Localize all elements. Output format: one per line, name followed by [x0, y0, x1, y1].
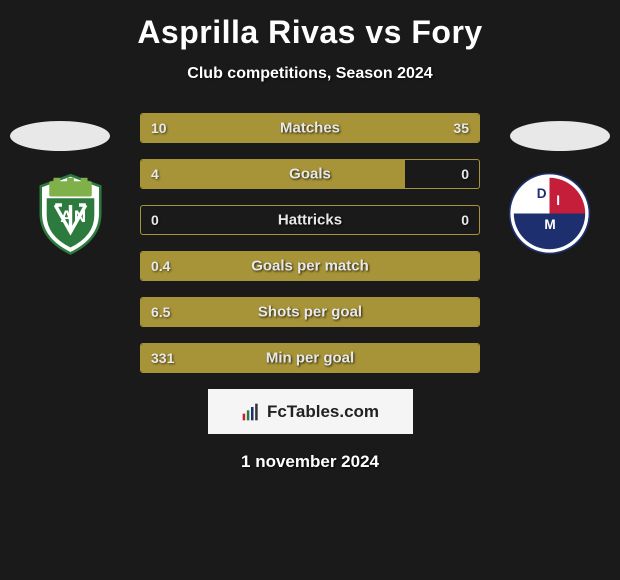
stats-bars-container: 10Matches354Goals00Hattricks00.4Goals pe… — [140, 113, 480, 373]
player-photo-left — [10, 121, 110, 151]
fctables-logo-icon — [241, 402, 261, 422]
player-photo-right — [510, 121, 610, 151]
stat-bar-row: 331Min per goal — [140, 343, 480, 373]
stat-bar-row: 10Matches35 — [140, 113, 480, 143]
independiente-medellin-crest-icon: D I M — [507, 171, 592, 256]
stat-value-right: 0 — [461, 166, 469, 182]
comparison-subtitle: Club competitions, Season 2024 — [0, 65, 620, 83]
main-comparison-area: A N D I M 10Matches354Goals00Hattricks00… — [0, 113, 620, 472]
stat-bar-row: 0.4Goals per match — [140, 251, 480, 281]
stat-label: Goals — [141, 166, 479, 183]
team-badge-left: A N — [28, 171, 113, 256]
svg-text:M: M — [544, 217, 555, 232]
stat-label: Matches — [141, 120, 479, 137]
atletico-nacional-crest-icon: A N — [28, 171, 113, 256]
stat-value-right: 35 — [453, 120, 469, 136]
stat-value-right: 0 — [461, 212, 469, 228]
stat-label: Min per goal — [141, 350, 479, 367]
stat-label: Shots per goal — [141, 304, 479, 321]
stat-bar-row: 6.5Shots per goal — [140, 297, 480, 327]
comparison-date: 1 november 2024 — [0, 452, 620, 472]
stat-label: Goals per match — [141, 258, 479, 275]
fctables-attribution[interactable]: FcTables.com — [208, 389, 413, 434]
svg-text:A: A — [60, 207, 72, 226]
stat-bar-row: 4Goals0 — [140, 159, 480, 189]
svg-text:I: I — [556, 193, 560, 208]
stat-bar-row: 0Hattricks0 — [140, 205, 480, 235]
stat-label: Hattricks — [141, 212, 479, 229]
comparison-title: Asprilla Rivas vs Fory — [0, 0, 620, 51]
svg-text:D: D — [537, 186, 547, 201]
fctables-label: FcTables.com — [267, 402, 379, 422]
team-badge-right: D I M — [507, 171, 592, 256]
svg-text:N: N — [74, 207, 86, 226]
